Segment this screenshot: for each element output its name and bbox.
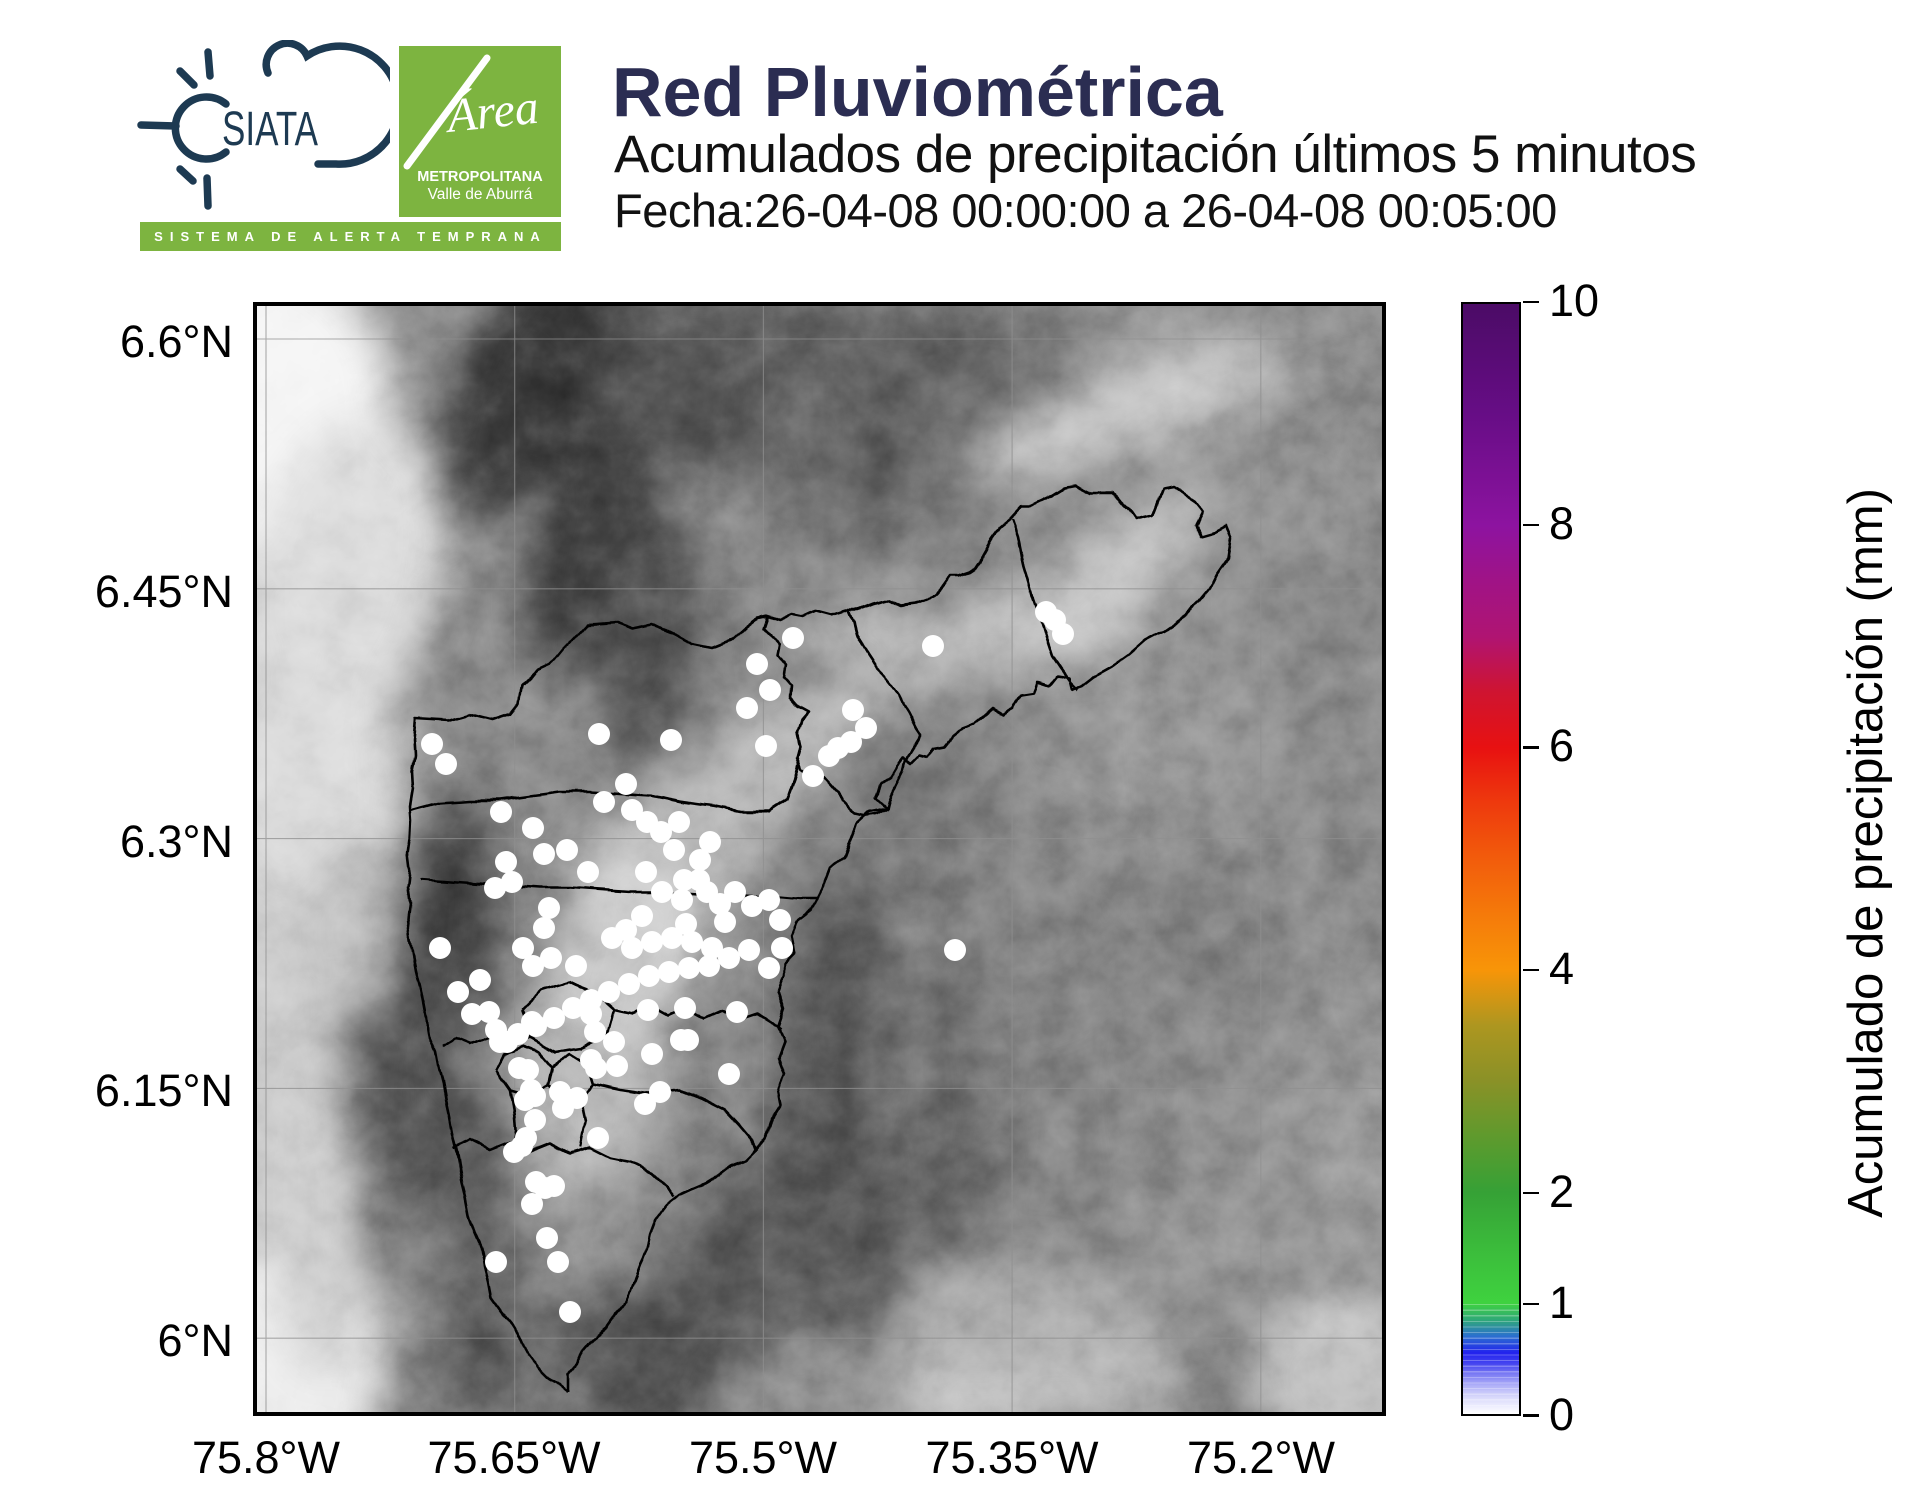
svg-text:Área: Área — [442, 81, 542, 144]
svg-text:Valle de Aburrá: Valle de Aburrá — [428, 186, 533, 203]
svg-text:METROPOLITANA: METROPOLITANA — [417, 169, 543, 185]
svg-text:SIATA: SIATA — [222, 103, 318, 156]
